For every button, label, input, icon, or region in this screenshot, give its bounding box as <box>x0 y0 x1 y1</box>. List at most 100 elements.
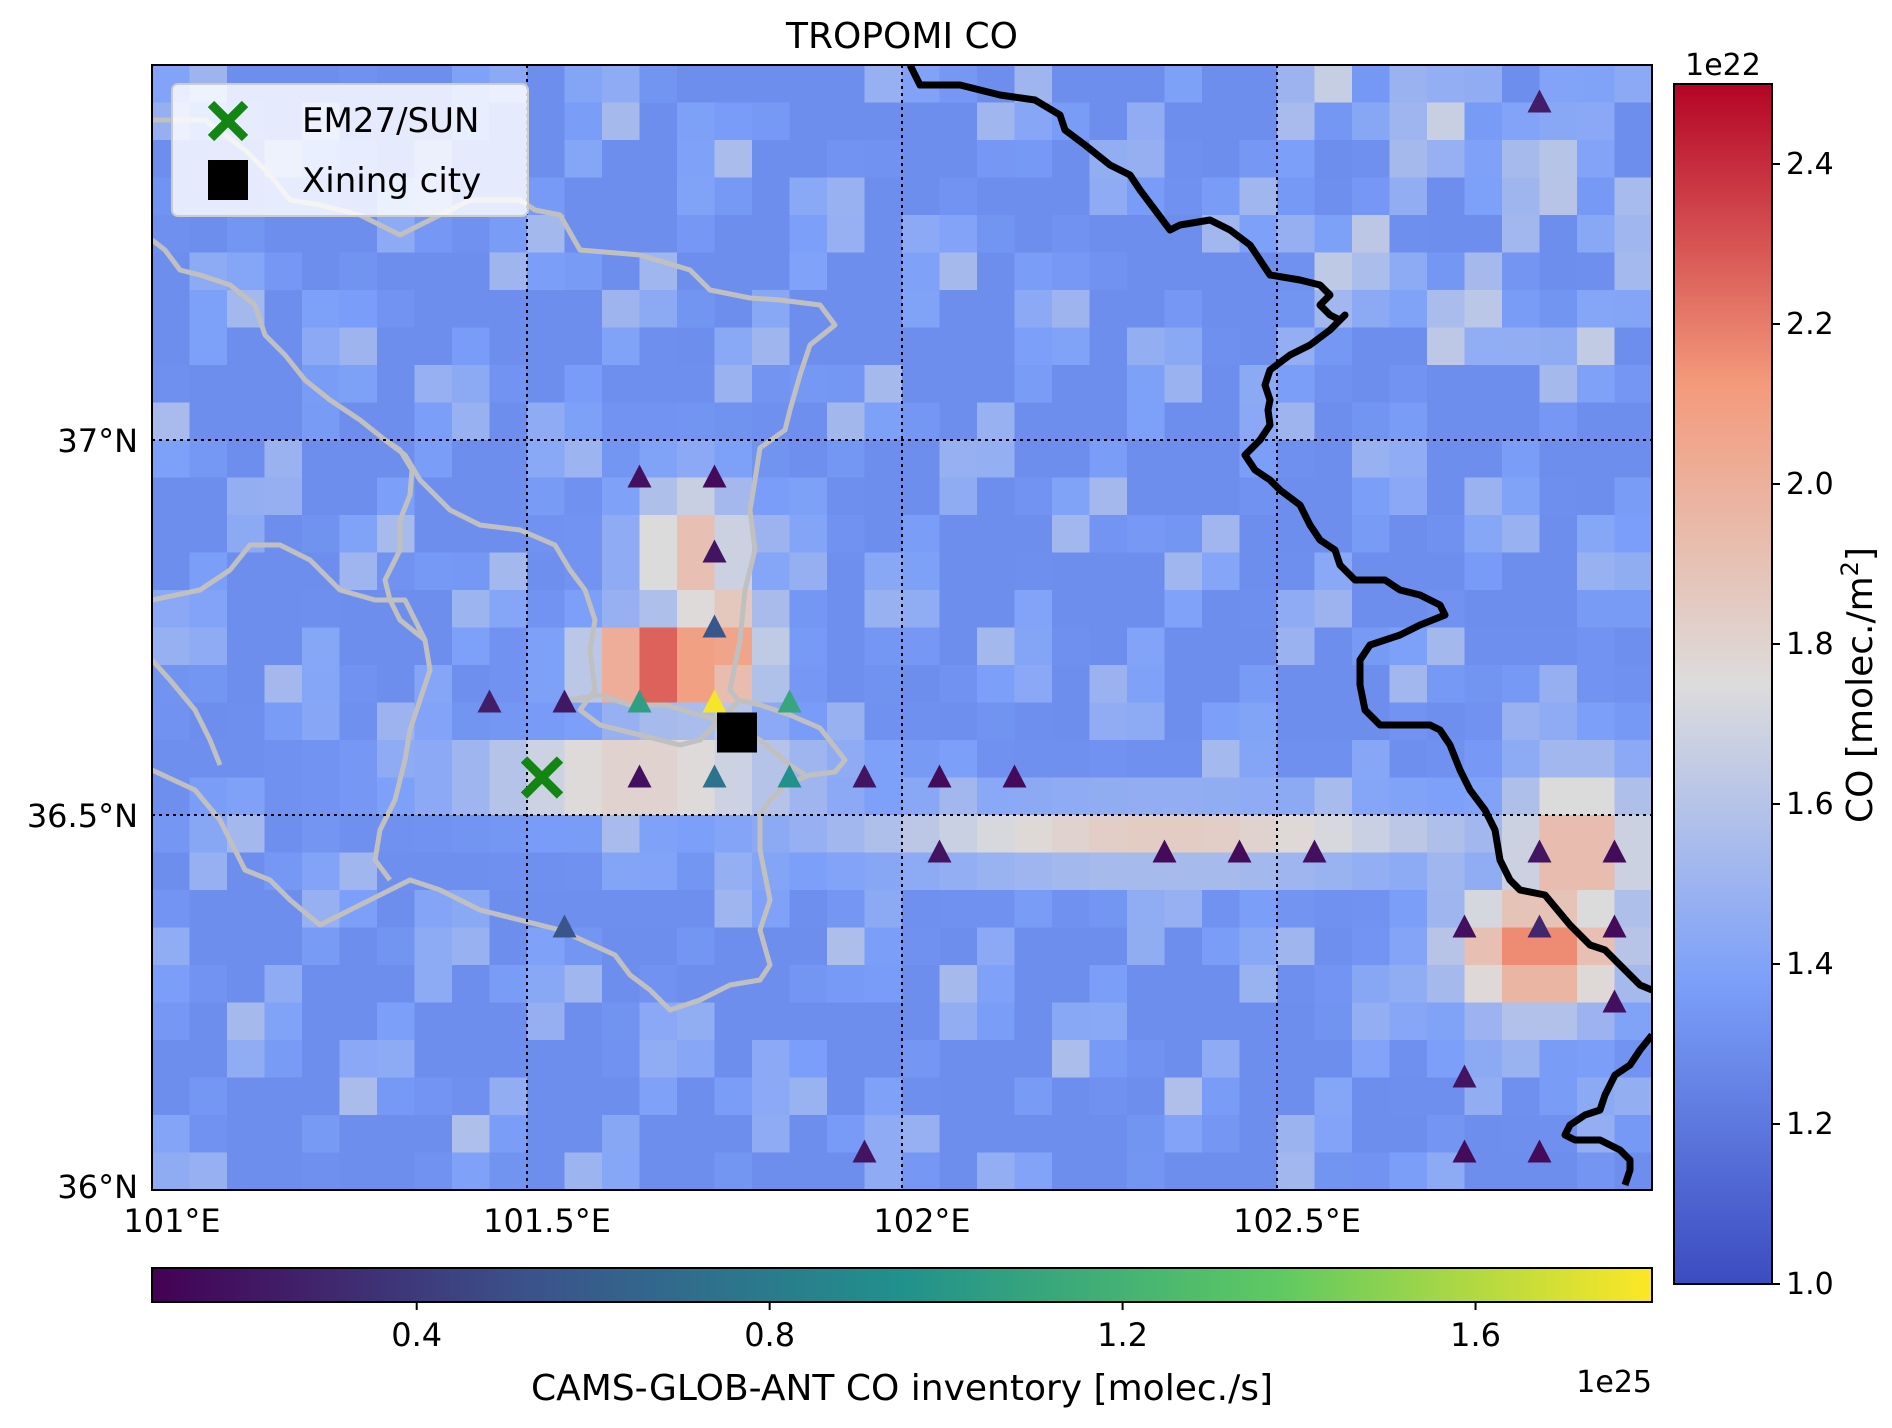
heatmap-cell <box>264 965 303 1004</box>
heatmap-cell <box>1052 215 1091 254</box>
heatmap-cell <box>189 665 228 704</box>
heatmap-cell <box>564 402 603 441</box>
heatmap-cell <box>152 1040 191 1079</box>
heatmap-cell <box>489 777 528 816</box>
heatmap-cell <box>1614 1077 1652 1116</box>
heatmap-cell <box>939 140 978 179</box>
heatmap-cell <box>1089 402 1128 441</box>
inventory-triangle <box>627 764 652 788</box>
heatmap-cell <box>1539 965 1578 1004</box>
heatmap-cell <box>452 1002 491 1041</box>
heatmap-cell <box>864 1077 903 1116</box>
heatmap-cell <box>1502 665 1541 704</box>
heatmap-cell <box>1277 65 1316 104</box>
heatmap-cell <box>1164 65 1203 104</box>
heatmap-cell <box>302 402 341 441</box>
heatmap-cell <box>1614 890 1652 929</box>
heatmap-cell <box>1202 365 1241 404</box>
heatmap-cell <box>1052 777 1091 816</box>
heatmap-cell <box>227 1002 266 1041</box>
co-colorbar-tick-label: 1.0 <box>1786 1267 1834 1302</box>
heatmap-cell <box>827 1002 866 1041</box>
heatmap-cell <box>1164 927 1203 966</box>
heatmap-cell <box>1464 590 1503 629</box>
heatmap-cell <box>1127 965 1166 1004</box>
heatmap-cell <box>1539 65 1578 104</box>
heatmap-cell <box>1352 65 1391 104</box>
heatmap-cell <box>1089 177 1128 216</box>
heatmap-cell <box>939 665 978 704</box>
heatmap-cell <box>602 177 641 216</box>
heatmap-cell <box>1202 402 1241 441</box>
em27-sun-marker <box>520 756 564 799</box>
heatmap-cell <box>1427 252 1466 291</box>
heatmap-cell <box>152 965 191 1004</box>
heatmap-cell <box>1577 1040 1616 1079</box>
heatmap-cell <box>1577 815 1616 854</box>
heatmap-cell <box>1089 365 1128 404</box>
heatmap-cell <box>1464 1115 1503 1154</box>
heatmap-cell <box>1577 215 1616 254</box>
heatmap-cell <box>1427 215 1466 254</box>
heatmap-cell <box>789 65 828 104</box>
heatmap-cell <box>1577 290 1616 329</box>
heatmap-cell <box>977 702 1016 741</box>
heatmap-cell <box>1614 740 1652 779</box>
heatmap-cell <box>1502 365 1541 404</box>
heatmap-cell <box>152 815 191 854</box>
heatmap-cell <box>714 890 753 929</box>
heatmap-cell <box>1277 177 1316 216</box>
heatmap-cell <box>339 702 378 741</box>
heatmap-cell <box>789 215 828 254</box>
heatmap-cell <box>639 590 678 629</box>
heatmap-cell <box>902 552 941 591</box>
heatmap-cell <box>227 627 266 666</box>
heatmap-cell <box>1164 627 1203 666</box>
heatmap-cell <box>1464 965 1503 1004</box>
heatmap-cell <box>1089 740 1128 779</box>
heatmap-cell <box>302 1115 341 1154</box>
heatmap-cell <box>677 140 716 179</box>
heatmap-cell <box>602 215 641 254</box>
heatmap-cell <box>977 477 1016 516</box>
heatmap-cell <box>1014 515 1053 554</box>
heatmap-cell <box>1164 327 1203 366</box>
heatmap-cell <box>1014 552 1053 591</box>
heatmap-cell <box>714 215 753 254</box>
heatmap-cell <box>602 1002 641 1041</box>
heatmap-cell <box>902 815 941 854</box>
heatmap-cell <box>227 665 266 704</box>
heatmap-cell <box>1052 1040 1091 1079</box>
heatmap-cell <box>602 590 641 629</box>
heatmap-cell <box>864 402 903 441</box>
heatmap-cell <box>414 702 453 741</box>
heatmap-cell <box>1464 890 1503 929</box>
heatmap-cell <box>377 290 416 329</box>
heatmap-cell <box>452 965 491 1004</box>
heatmap-cell <box>714 402 753 441</box>
co-colorbar-ticks: 2.4 2.2 2.0 1.8 1.6 1.4 1.2 1.0 <box>1772 147 1834 1302</box>
heatmap-cell <box>1539 627 1578 666</box>
heatmap-cell <box>714 365 753 404</box>
heatmap-cell <box>902 177 941 216</box>
heatmap-cell <box>564 477 603 516</box>
heatmap-cell <box>1052 177 1091 216</box>
inventory-triangle <box>1602 839 1627 863</box>
heatmap-cell <box>564 140 603 179</box>
heatmap-cell <box>752 140 791 179</box>
heatmap-cell <box>902 440 941 479</box>
heatmap-cell <box>864 365 903 404</box>
y-axis-ticks: 37°N 36.5°N 36°N <box>27 422 138 1206</box>
heatmap-cell <box>1239 627 1278 666</box>
heatmap-cell <box>977 627 1016 666</box>
heatmap-cell <box>1127 402 1166 441</box>
heatmap-cell <box>527 65 566 104</box>
heatmap-cell <box>302 777 341 816</box>
heatmap-cell <box>152 702 191 741</box>
heatmap-cell <box>264 852 303 891</box>
heatmap-cell <box>1277 740 1316 779</box>
heatmap-cell <box>714 1077 753 1116</box>
heatmap-cell <box>1239 215 1278 254</box>
heatmap-cell <box>1539 327 1578 366</box>
